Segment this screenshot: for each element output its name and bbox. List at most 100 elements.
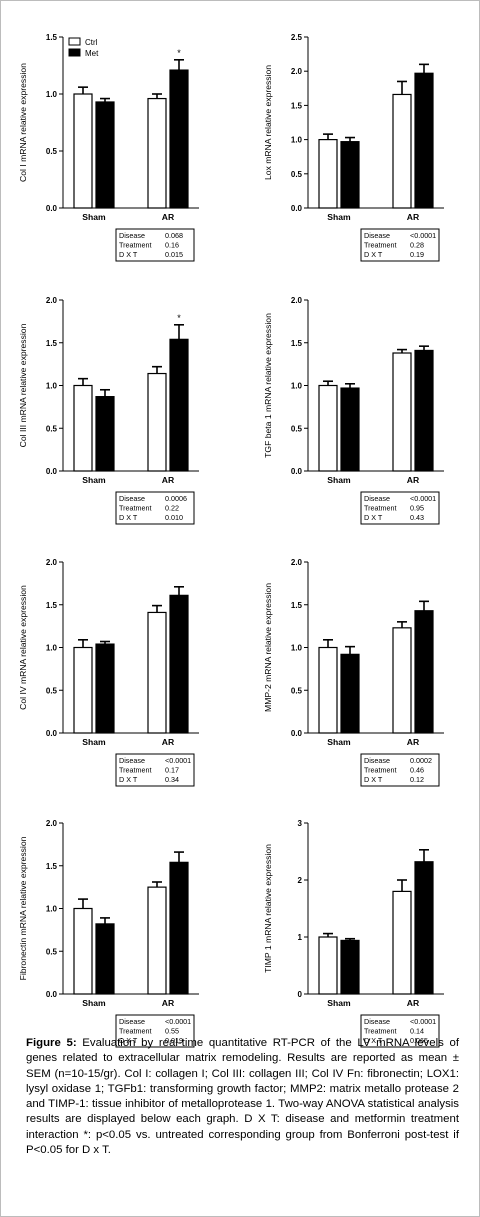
stats-label: D X T [119, 250, 138, 259]
stats-label: Disease [364, 231, 390, 240]
caption-text: Evaluation by real-time quantitative RT-… [26, 1037, 459, 1157]
bar-sham-met [340, 939, 360, 995]
anova-stats-box [360, 491, 440, 525]
y-axis-label: Col IV mRNA relative expression [18, 585, 28, 710]
bar-sham-ctrl [73, 907, 93, 995]
stats-label: Treatment [119, 241, 152, 250]
stats-value: 0.12 [410, 775, 424, 784]
y-tick-label: 0.5 [46, 147, 58, 156]
stats-value: <0.0001 [410, 231, 436, 240]
y-axis-label: Fibronectin mRNA relative expression [18, 836, 28, 980]
stats-value: 0.068 [165, 231, 183, 240]
y-tick-label: 1.5 [46, 601, 58, 610]
stats-label: Disease [364, 494, 390, 503]
y-tick-label: 0.5 [46, 424, 58, 433]
y-tick-label: 0.5 [291, 686, 303, 695]
stats-label: D X T [119, 775, 138, 784]
category-label: AR [162, 212, 175, 222]
stats-label: Disease [119, 231, 145, 240]
stats-label: D X T [364, 775, 383, 784]
legend-swatch-met [68, 48, 81, 57]
stats-value: 0.0006 [165, 494, 187, 503]
y-axis-label: Lox mRNA relative expression [263, 65, 273, 180]
figure-caption: Figure 5: Evaluation by real-time quanti… [26, 1036, 459, 1158]
anova-stats-box [115, 491, 195, 525]
chart-col-iii: Col III mRNA relative expression 0.0 0.5 1.… [18, 296, 199, 525]
category-label: AR [407, 475, 420, 485]
y-tick-label: 1.0 [291, 644, 303, 653]
stats-value: 0.14 [410, 1027, 424, 1036]
stats-label: Disease [119, 756, 145, 765]
anova-stats-box [115, 753, 195, 787]
y-tick-label: 1.0 [46, 644, 58, 653]
y-tick-label: 0.0 [291, 204, 303, 213]
y-axis-label: TIMP 1 mRNA relative expression [263, 844, 273, 973]
bar-ar-ctrl [392, 93, 412, 209]
y-tick-label: 0.5 [46, 686, 58, 695]
y-axis-label: TGF beta 1 mRNA relative expression [263, 313, 273, 458]
y-tick-label: 1.0 [46, 382, 58, 391]
category-label: Sham [327, 212, 351, 222]
y-tick-label: 1.5 [46, 862, 58, 871]
stats-value: 0.46 [410, 766, 424, 775]
y-tick-label: 0.5 [291, 170, 303, 179]
bar-sham-met [95, 396, 115, 472]
bar-sham-met [95, 923, 115, 995]
y-tick-label: 1.0 [46, 905, 58, 914]
bar-ar-met [169, 594, 189, 734]
y-tick-label: 2 [298, 876, 303, 885]
bar-sham-ctrl [73, 93, 93, 209]
bar-ar-ctrl [147, 886, 167, 995]
y-tick-label: 0.5 [46, 947, 58, 956]
bar-ar-ctrl [147, 97, 167, 209]
anova-stats-box [360, 1014, 440, 1048]
anova-stats-box [115, 1014, 195, 1048]
category-label: AR [162, 737, 175, 747]
y-tick-label: 1 [298, 933, 303, 942]
category-label: Sham [327, 475, 351, 485]
category-label: AR [407, 212, 420, 222]
bar-ar-ctrl [147, 372, 167, 472]
y-tick-label: 2.5 [291, 33, 303, 42]
bar-sham-met [340, 653, 360, 734]
bar-sham-ctrl [318, 384, 338, 472]
stats-value: 0.0002 [410, 756, 432, 765]
bar-ar-met [169, 338, 189, 472]
bar-ar-met [169, 69, 189, 209]
stats-value: 0.28 [410, 241, 424, 250]
anova-stats-box [115, 228, 195, 262]
significance-marker: * [177, 48, 181, 58]
bar-ar-ctrl [392, 352, 412, 472]
y-tick-label: 2.0 [46, 558, 58, 567]
y-tick-label: 1.5 [46, 33, 58, 42]
stats-value: 0.55 [165, 1027, 179, 1036]
category-label: AR [407, 998, 420, 1008]
category-label: AR [162, 998, 175, 1008]
stats-label: Treatment [364, 241, 397, 250]
chart-mmp-2: MMP-2 mRNA relative expression 0.0 0.5 1.0 1… [263, 558, 444, 787]
stats-value: 0.95 [410, 504, 424, 513]
stats-value: 0.19 [410, 250, 424, 259]
stats-value: <0.0001 [410, 1017, 436, 1026]
stats-value: 0.16 [165, 241, 179, 250]
stats-label: Treatment [364, 1027, 397, 1036]
stats-label: Treatment [119, 504, 152, 513]
y-tick-label: 2.0 [291, 558, 303, 567]
y-axis-label: Col I mRNA relative expression [18, 63, 28, 182]
category-label: Sham [82, 212, 106, 222]
bar-ar-ctrl [392, 890, 412, 995]
bar-sham-met [340, 141, 360, 209]
y-axis-label: Col III mRNA relative expression [18, 323, 28, 447]
stats-value: 0.34 [165, 775, 179, 784]
y-tick-label: 2.0 [291, 296, 303, 305]
stats-value: 0.019 [165, 1036, 183, 1045]
stats-label: Disease [119, 1017, 145, 1026]
stats-label: Disease [119, 494, 145, 503]
category-label: Sham [327, 737, 351, 747]
chart-col-iv: Col IV mRNA relative expression 0.0 0.5 1.0… [18, 558, 199, 787]
bar-sham-ctrl [318, 646, 338, 734]
y-tick-label: 1.5 [46, 339, 58, 348]
y-tick-label: 0.0 [46, 204, 58, 213]
y-tick-label: 0.0 [46, 729, 58, 738]
